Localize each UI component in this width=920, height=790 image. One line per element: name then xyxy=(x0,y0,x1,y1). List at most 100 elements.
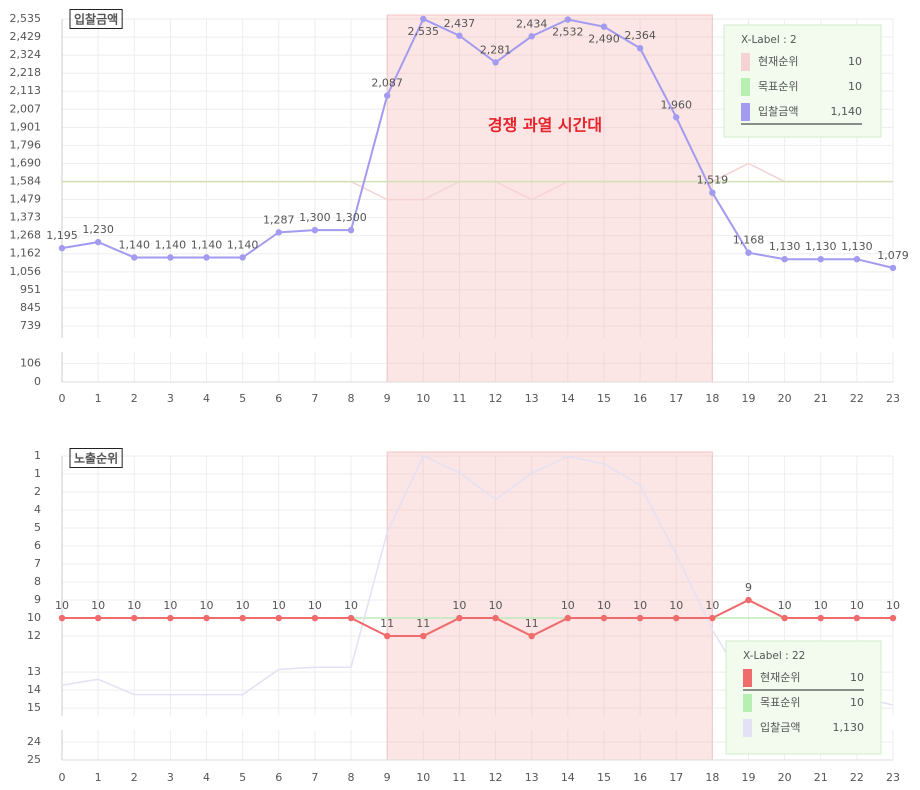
x-tick-label: 1 xyxy=(95,392,102,405)
x-tick-label: 21 xyxy=(814,771,828,784)
data-point xyxy=(94,238,102,246)
data-label: 10 xyxy=(705,599,719,612)
data-label: 1,519 xyxy=(697,174,729,187)
tooltip-swatch xyxy=(741,53,750,71)
x-tick-label: 3 xyxy=(167,392,174,405)
x-tick-label: 2 xyxy=(131,771,138,784)
highlight-band xyxy=(386,451,713,761)
data-point xyxy=(456,614,463,622)
y-tick-label: 2,324 xyxy=(10,48,42,61)
data-label: 10 xyxy=(236,599,250,612)
tooltip-swatch xyxy=(741,78,750,96)
data-point xyxy=(889,614,897,622)
x-tick-label: 19 xyxy=(741,392,755,405)
data-label: 10 xyxy=(200,599,214,612)
y-tick-label: 2,429 xyxy=(10,30,42,43)
y-tick-label: 6 xyxy=(34,539,41,552)
y-tick-label: 1,584 xyxy=(10,175,42,188)
y-tick-label: 1,690 xyxy=(10,156,42,169)
data-label: 1,140 xyxy=(119,238,151,251)
x-tick-label: 13 xyxy=(525,771,539,784)
y-tick-label: 1,796 xyxy=(10,138,42,151)
y-tick-label: 14 xyxy=(27,683,41,696)
data-point xyxy=(889,264,897,272)
data-point xyxy=(853,614,861,622)
y-tick-label: 951 xyxy=(20,283,41,296)
title-box xyxy=(69,9,123,29)
x-tick-label: 5 xyxy=(239,771,246,784)
data-point xyxy=(383,92,391,99)
data-label: 11 xyxy=(416,617,430,630)
data-label: 11 xyxy=(380,617,394,630)
x-tick-label: 8 xyxy=(348,771,355,784)
x-tick-label: 6 xyxy=(275,392,282,405)
data-label: 1,079 xyxy=(877,249,909,262)
y-tick-label: 1,901 xyxy=(10,120,42,133)
data-label: 2,434 xyxy=(516,17,548,30)
data-point xyxy=(636,614,644,622)
y-tick-label: 9 xyxy=(34,593,41,606)
tooltip-item-value: 10 xyxy=(848,55,862,68)
tooltip-swatch xyxy=(741,103,750,121)
tooltip-item-value: 10 xyxy=(850,696,864,709)
data-label: 1,287 xyxy=(263,213,295,226)
y-tick-label: 1,268 xyxy=(10,229,42,242)
y-tick-label: 106 xyxy=(20,356,41,369)
data-label: 1,195 xyxy=(46,229,78,242)
data-label: 2,281 xyxy=(480,43,512,56)
x-tick-label: 14 xyxy=(561,771,575,784)
data-label: 2,535 xyxy=(408,25,440,38)
tooltip-item-name: 현재순위 xyxy=(760,671,800,684)
data-label: 10 xyxy=(91,599,105,612)
y-tick-label: 2,113 xyxy=(10,84,42,97)
x-tick-label: 11 xyxy=(452,771,466,784)
data-point xyxy=(817,255,824,263)
x-tick-label: 10 xyxy=(416,771,430,784)
x-tick-label: 9 xyxy=(384,392,391,405)
x-tick-label: 7 xyxy=(311,392,318,405)
data-label: 10 xyxy=(778,599,792,612)
y-tick-label: 2,218 xyxy=(10,66,42,79)
data-label: 2,532 xyxy=(552,26,584,39)
data-point xyxy=(167,254,174,261)
tooltip-title: X-Label : 2 xyxy=(741,34,797,46)
data-point xyxy=(58,614,66,622)
data-label: 10 xyxy=(308,599,322,612)
tooltip-swatch xyxy=(743,719,752,737)
x-tick-label: 0 xyxy=(59,771,66,784)
y-tick-label: 1 xyxy=(34,449,41,462)
x-tick-label: 5 xyxy=(239,392,246,405)
x-tick-label: 8 xyxy=(348,392,355,405)
data-point xyxy=(275,229,282,236)
data-point xyxy=(347,226,355,234)
title-box xyxy=(69,448,123,468)
data-label: 2,490 xyxy=(588,33,620,46)
x-tick-label: 22 xyxy=(850,771,864,784)
y-tick-label: 1 xyxy=(34,467,41,480)
y-tick-label: 845 xyxy=(20,301,41,314)
data-label: 1,130 xyxy=(805,240,837,253)
data-point xyxy=(709,189,716,196)
data-point xyxy=(311,614,319,622)
data-point xyxy=(781,614,788,622)
tooltip-title: X-Label : 22 xyxy=(743,650,805,662)
data-label: 10 xyxy=(344,599,358,612)
x-tick-label: 15 xyxy=(597,771,611,784)
data-label: 10 xyxy=(850,599,864,612)
data-point xyxy=(420,15,427,23)
tooltip-swatch xyxy=(743,694,752,712)
data-point xyxy=(456,32,463,39)
data-point xyxy=(745,596,752,604)
data-point xyxy=(636,45,644,52)
x-tick-label: 20 xyxy=(778,771,792,784)
data-point xyxy=(131,614,138,622)
data-point xyxy=(781,255,788,263)
data-point xyxy=(239,614,246,622)
data-point xyxy=(600,614,608,622)
y-tick-label: 2,535 xyxy=(10,12,42,25)
data-label: 1,130 xyxy=(769,240,801,253)
highlight-band xyxy=(386,14,713,383)
tooltip-item-value: 1,130 xyxy=(833,721,865,734)
data-point xyxy=(203,614,210,622)
x-tick-label: 23 xyxy=(886,392,900,405)
